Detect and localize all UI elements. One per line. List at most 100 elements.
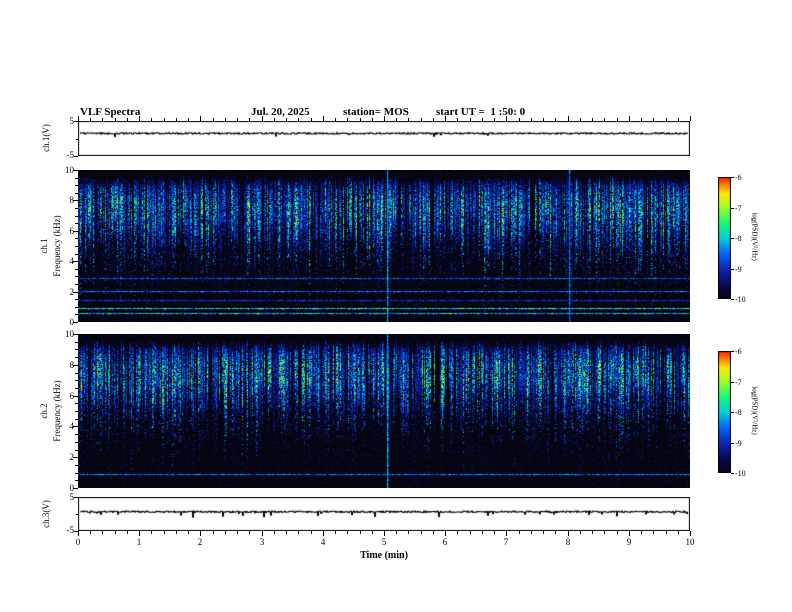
x-tick-label: 3 (259, 537, 265, 547)
x-tick-mark-top (433, 118, 434, 121)
spec2-ytick-label: 0 (69, 483, 75, 493)
x-tick-mark (506, 531, 507, 536)
x-tick-label: 5 (381, 537, 387, 547)
spec1-ytick-mark (75, 238, 78, 239)
spec1-ytick-mark (75, 185, 78, 186)
ch2-channel-label: ch.2 (39, 403, 49, 419)
x-tick-label: 10 (685, 537, 695, 547)
spec1-ytick-mark (75, 216, 78, 217)
spec2-ytick-mark (75, 388, 78, 389)
x-tick-mark-top (237, 118, 238, 121)
x-tick-label: 9 (626, 537, 632, 547)
x-tick-mark (188, 531, 189, 534)
spec2-ytick-mark (75, 442, 78, 443)
x-tick-label: 6 (442, 537, 448, 547)
ch3v-ytick-top: 5 (69, 492, 75, 502)
cbar2-tick-label: -8 (735, 408, 742, 417)
ch1v-ytick-bottom: -5 (66, 150, 75, 160)
spec1-ytick-mark (75, 223, 78, 224)
x-tick-mark (372, 531, 373, 534)
x-tick-mark-top (408, 118, 409, 121)
spec2-ytick-label: 2 (69, 452, 75, 462)
spec1-ytick-label: 0 (69, 317, 75, 327)
x-tick-mark (274, 531, 275, 534)
spec2-ytick-mark (75, 403, 78, 404)
cbar1-tick-mark (731, 208, 734, 209)
spec1-ytick-mark (73, 231, 78, 232)
spec2-ytick-mark (75, 373, 78, 374)
x-tick-mark (555, 531, 556, 534)
spec1-ytick-mark (75, 193, 78, 194)
x-tick-mark-top (90, 118, 91, 121)
ch1v-ytick-top: 5 (69, 116, 75, 126)
x-tick-label: 8 (565, 537, 571, 547)
x-tick-mark (262, 531, 263, 536)
spec1-ytick-mark (75, 178, 78, 179)
x-tick-mark-top (494, 118, 495, 121)
x-tick-mark-top (678, 118, 679, 121)
x-tick-mark (445, 531, 446, 536)
x-tick-mark-top (188, 118, 189, 121)
x-tick-label: 0 (75, 537, 81, 547)
spec2-ytick-mark (75, 473, 78, 474)
spec2-ytick-mark (73, 426, 78, 427)
wave1-ytick-mark (76, 139, 78, 140)
x-tick-mark (347, 531, 348, 534)
wave3-ytick-mark (74, 531, 78, 532)
x-tick-mark (531, 531, 532, 534)
cbar1-tick-mark (731, 269, 734, 270)
x-tick-mark-top (335, 118, 336, 121)
spec1-ytick-mark (75, 208, 78, 209)
x-tick-mark-top (139, 116, 140, 121)
spec1-ytick-mark (75, 269, 78, 270)
x-tick-mark (408, 531, 409, 534)
x-tick-mark-top (519, 118, 520, 121)
x-tick-mark-top (641, 118, 642, 121)
spec1-ytick-label: 8 (69, 195, 75, 205)
x-tick-mark-top (127, 118, 128, 121)
figure-title: VLF Spectra (80, 106, 141, 118)
x-tick-mark-top (384, 116, 385, 121)
x-tick-mark-top (311, 118, 312, 121)
spec2-ytick-mark (73, 334, 78, 335)
x-tick-mark-top (298, 118, 299, 121)
x-tick-mark (617, 531, 618, 534)
cbar1-tick-mark (731, 238, 734, 239)
x-tick-mark-top (274, 118, 275, 121)
x-tick-mark (519, 531, 520, 534)
figure-start-ut: start UT = 1 :50: 0 (436, 106, 526, 118)
spec2-ytick-mark (75, 349, 78, 350)
x-tick-mark (286, 531, 287, 534)
x-tick-mark (164, 531, 165, 534)
spec2-ytick-mark (73, 396, 78, 397)
x-tick-mark-top (115, 118, 116, 121)
cbar2-tick-label: -9 (735, 439, 742, 448)
spec2-ytick-mark (75, 419, 78, 420)
x-tick-mark (580, 531, 581, 534)
spec2-ytick-label: 10 (65, 329, 74, 339)
x-tick-mark (176, 531, 177, 534)
x-tick-mark (494, 531, 495, 534)
x-tick-mark (604, 531, 605, 534)
spec2-ytick-mark (75, 465, 78, 466)
ch2-colorbar (718, 351, 731, 473)
x-tick-mark-top (470, 118, 471, 121)
x-tick-mark (421, 531, 422, 534)
x-tick-mark-top (629, 116, 630, 121)
x-tick-mark-top (568, 116, 569, 121)
x-tick-mark (666, 531, 667, 534)
spec2-ytick-mark (73, 488, 78, 489)
spec2-ytick-mark (75, 411, 78, 412)
spec1-ytick-label: 2 (69, 287, 75, 297)
x-tick-mark (592, 531, 593, 534)
cbar1-tick-label: -7 (735, 204, 742, 213)
x-tick-mark-top (200, 116, 201, 121)
figure-date: Jul. 20, 2025 (251, 106, 310, 118)
spec1-ytick-label: 6 (69, 226, 75, 236)
ch1v-axis-label: ch.1(V) (41, 124, 51, 152)
spec1-ytick-mark (73, 170, 78, 171)
cbar2-tick-mark (731, 412, 734, 413)
x-tick-mark (298, 531, 299, 534)
cbar1-tick-label: -8 (735, 234, 742, 243)
